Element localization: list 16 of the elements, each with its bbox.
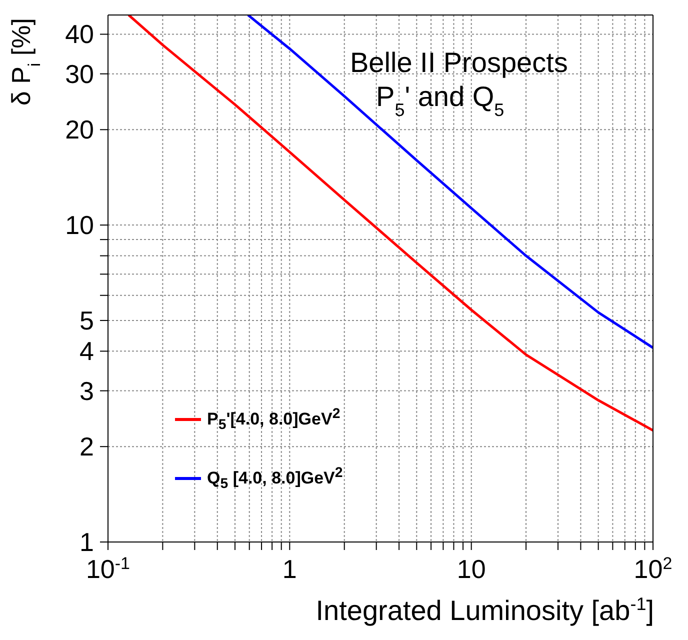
y-tick-label: 30 <box>65 58 94 89</box>
legend-label: P$_{5}$'[4.0, 8.0]GeV$^{2}$ <box>207 405 340 436</box>
y-tick-label: 10 <box>65 210 94 240</box>
y-tick-label: 5 <box>80 305 94 336</box>
x-tick-label: 1 <box>282 554 297 584</box>
annotation: P$_{5}$' and Q$_{5}$ <box>376 81 504 120</box>
y-tick-label: 20 <box>65 114 94 145</box>
y-tick-label: 4 <box>80 336 94 366</box>
x-axis-title: Integrated Luminosity [ab$^{-1}$] <box>316 594 654 626</box>
x-tick-label: 10$^{2}$ <box>634 554 672 584</box>
y-tick-label: 3 <box>80 376 94 406</box>
annotation: Belle II Prospects <box>350 47 568 78</box>
legend-label: Q$_{5}$ [4.0, 8.0]GeV$^{2}$ <box>207 464 343 494</box>
x-tick-label: 10 <box>456 554 486 584</box>
y-tick-label: 40 <box>65 19 94 50</box>
y-tick-label: 2 <box>80 432 94 462</box>
